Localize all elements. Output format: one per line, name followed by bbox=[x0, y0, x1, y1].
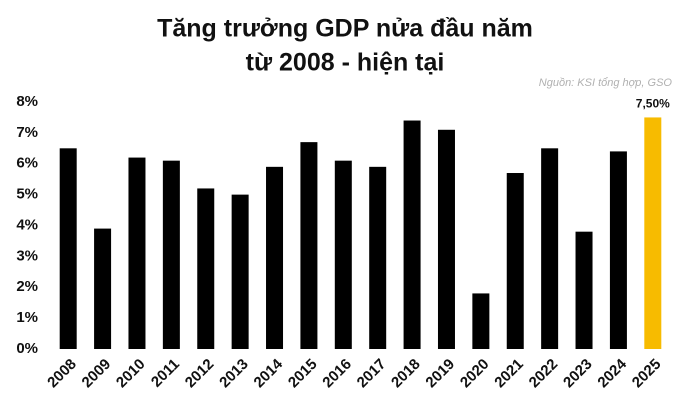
bar bbox=[575, 231, 593, 349]
x-tick-label: 2020 bbox=[457, 356, 493, 392]
y-tick-label: 1% bbox=[16, 309, 38, 326]
y-tick-label: 8% bbox=[16, 93, 38, 110]
x-tick-label: 2010 bbox=[113, 356, 149, 392]
bar bbox=[472, 293, 490, 349]
y-tick-label: 2% bbox=[16, 278, 38, 295]
x-tick-label: 2021 bbox=[491, 356, 527, 392]
source-note: Nguồn: KSI tổng hợp, GSO bbox=[539, 77, 673, 89]
x-tick-label: 2009 bbox=[79, 356, 115, 392]
x-tick-label: 2018 bbox=[388, 356, 424, 392]
y-tick-label: 5% bbox=[16, 186, 38, 203]
x-tick-label: 2011 bbox=[148, 356, 183, 391]
bar bbox=[506, 173, 524, 349]
bar bbox=[609, 151, 627, 349]
bar bbox=[334, 160, 352, 349]
x-tick-label: 2013 bbox=[216, 356, 252, 392]
x-tick-label: 2024 bbox=[594, 355, 630, 391]
x-tick-label: 2012 bbox=[182, 356, 218, 392]
x-tick-label: 2019 bbox=[422, 356, 458, 392]
bar bbox=[266, 166, 284, 349]
y-tick-label: 0% bbox=[16, 340, 38, 357]
bar bbox=[300, 142, 318, 349]
bar bbox=[644, 117, 662, 349]
bar bbox=[541, 148, 559, 349]
chart-title: từ 2008 - hiện tại bbox=[246, 49, 445, 77]
x-tick-label: 2017 bbox=[354, 356, 390, 392]
bar bbox=[231, 194, 249, 349]
bar bbox=[197, 188, 215, 349]
bar bbox=[128, 157, 146, 349]
bar bbox=[162, 160, 180, 349]
x-tick-label: 2014 bbox=[251, 355, 287, 391]
bar bbox=[437, 129, 455, 349]
x-tick-label: 2008 bbox=[44, 356, 80, 392]
y-tick-label: 6% bbox=[16, 155, 38, 172]
bar bbox=[94, 228, 112, 349]
y-tick-label: 7% bbox=[16, 124, 38, 141]
bar bbox=[403, 120, 421, 350]
x-tick-label: 2025 bbox=[629, 356, 665, 392]
x-tick-label: 2016 bbox=[319, 356, 355, 392]
y-tick-label: 4% bbox=[16, 216, 38, 233]
x-tick-label: 2023 bbox=[560, 356, 596, 392]
chart-title: Tăng trưởng GDP nửa đầu năm bbox=[157, 15, 533, 43]
x-tick-label: 2015 bbox=[285, 356, 321, 392]
value-label: 7,50% bbox=[636, 97, 670, 111]
x-tick-label: 2022 bbox=[526, 356, 562, 392]
y-tick-label: 3% bbox=[16, 247, 38, 264]
bar bbox=[59, 148, 77, 349]
bar bbox=[369, 166, 387, 349]
